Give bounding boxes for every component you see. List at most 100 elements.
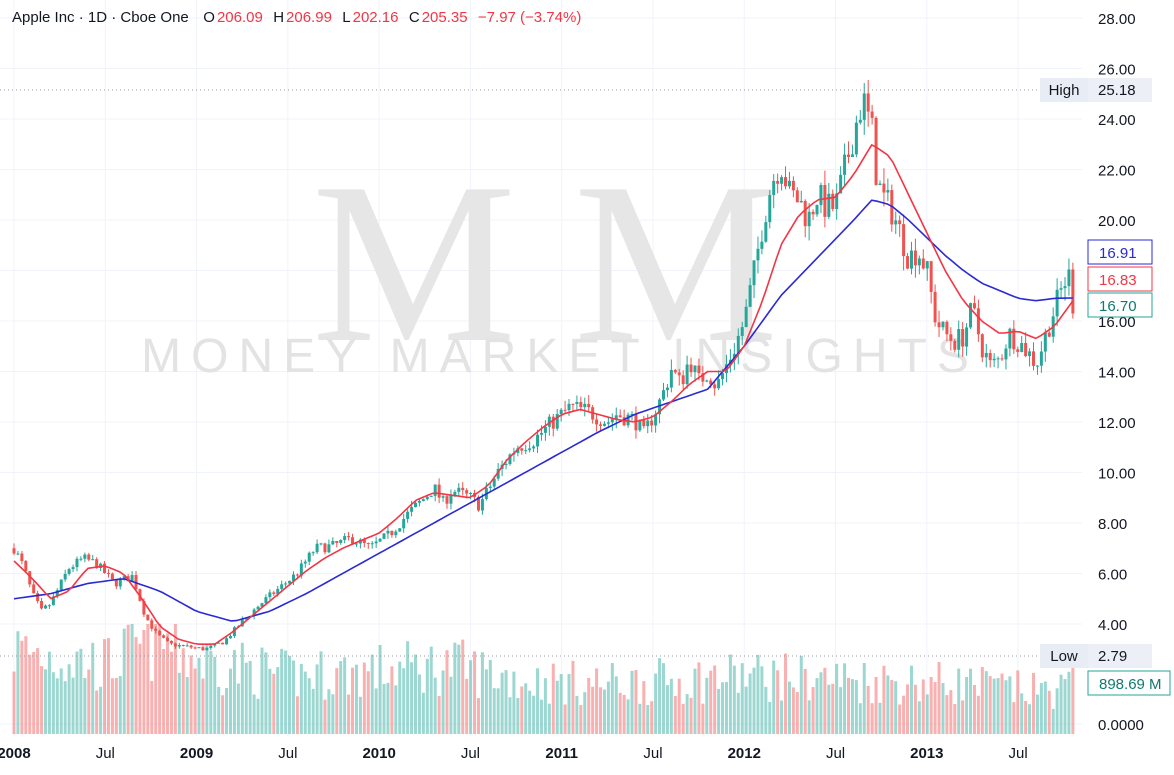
volume-bar — [803, 668, 807, 734]
close-value-legend: 205.35 — [421, 9, 468, 26]
candle-body — [630, 413, 634, 415]
candle-body — [689, 364, 693, 373]
volume-bar — [1051, 708, 1055, 734]
symbol-label: Apple Inc · 1D · Cboe One — [12, 9, 189, 26]
volume-bar — [473, 651, 477, 734]
y-tick-label: 16.00 — [1098, 314, 1136, 331]
candle-body — [610, 419, 614, 423]
volume-bar — [394, 685, 398, 734]
candle-body — [642, 419, 646, 427]
ma-fast-badge: 16.83 — [1087, 266, 1153, 292]
volume-bar — [492, 688, 496, 734]
candle-body — [917, 258, 921, 266]
y-tick-label: 10.00 — [1098, 466, 1136, 483]
volume-bar — [768, 701, 772, 734]
candle-body — [142, 600, 146, 615]
candle-body — [480, 499, 484, 511]
volume-bar — [996, 678, 1000, 734]
volume-bar — [732, 665, 736, 734]
volume-bar — [299, 663, 303, 734]
volume-bar — [232, 650, 236, 734]
volume-bar — [480, 652, 484, 734]
x-axis[interactable]: 2008 Jul 2009 Jul 2010 Jul 2011 Jul 2012 Jul 2013 J… — [0, 745, 1028, 762]
volume-bar — [634, 670, 638, 734]
volume-bar — [288, 655, 292, 734]
volume-bar — [673, 696, 677, 734]
volume-bar — [398, 661, 402, 734]
candle-body — [795, 190, 799, 203]
volume-bar — [476, 698, 480, 734]
volume-bar — [343, 657, 347, 734]
candle-body — [1071, 269, 1075, 314]
candle-body — [579, 401, 583, 408]
volume-bar — [638, 703, 642, 734]
y-tick-label: 8.00 — [1098, 516, 1127, 533]
candle-body — [425, 496, 429, 500]
volume-bar — [961, 700, 965, 734]
candle-body — [150, 620, 154, 629]
candle-body — [559, 409, 563, 415]
volume-bar — [390, 666, 394, 734]
candle-body — [43, 605, 47, 609]
volume-bars — [12, 624, 1075, 734]
volume-bar — [228, 668, 232, 734]
volume-bar — [906, 684, 910, 734]
volume-bar — [453, 642, 457, 734]
volume-bar — [921, 679, 925, 734]
volume-bar — [658, 658, 662, 734]
volume-bar — [24, 636, 28, 734]
volume-bar — [866, 685, 870, 734]
open-label: O — [203, 9, 215, 26]
candle-body — [902, 224, 906, 257]
volume-bar — [693, 668, 697, 734]
volume-bar — [1071, 667, 1075, 734]
candle-body — [839, 174, 843, 194]
volume-bar — [209, 650, 213, 734]
volume-bar — [654, 673, 658, 734]
x-tick-label: Jul — [96, 745, 115, 762]
candle-body — [791, 180, 795, 191]
watermark-monogram: M M — [312, 135, 779, 390]
candle-body — [370, 543, 374, 545]
volume-bar — [984, 671, 988, 734]
volume-bar — [437, 696, 441, 734]
candle-body — [555, 414, 559, 429]
y-tick-label: 4.00 — [1098, 617, 1127, 634]
volume-bar — [185, 677, 189, 734]
low-badge: Low 2.79 — [1040, 644, 1152, 668]
volume-bar — [937, 661, 941, 734]
volume-bar — [799, 655, 803, 734]
volume-bar — [126, 624, 130, 734]
volume-bar — [811, 687, 815, 734]
volume-bar — [276, 667, 280, 734]
candle-body — [315, 543, 319, 553]
volume-bar — [331, 694, 335, 734]
high-value: 25.18 — [1098, 82, 1136, 99]
volume-bar — [284, 650, 288, 734]
candle-body — [130, 575, 134, 582]
volume-bar — [327, 689, 331, 734]
x-tick-label: 2012 — [728, 745, 761, 762]
x-tick-label: Jul — [826, 745, 845, 762]
volume-bar — [709, 670, 713, 734]
volume-bar — [610, 663, 614, 734]
volume-bar — [181, 648, 185, 734]
volume-bar — [95, 690, 99, 734]
y-axis[interactable]: 28.0026.0024.0022.0020.0018.0016.0014.00… — [1098, 11, 1144, 734]
volume-bar — [602, 689, 606, 734]
volume-bar — [378, 644, 382, 734]
candle-body — [835, 193, 839, 210]
volume-bar — [752, 667, 756, 734]
candle-body — [850, 154, 854, 157]
candle-body — [205, 648, 209, 651]
candle-body — [776, 180, 780, 184]
candle-body — [225, 638, 229, 645]
candle-body — [24, 561, 28, 572]
candle-body — [744, 306, 748, 328]
volume-bar — [1012, 702, 1016, 734]
candle-body — [669, 369, 673, 388]
x-tick-label: Jul — [643, 745, 662, 762]
candle-body — [75, 558, 79, 568]
